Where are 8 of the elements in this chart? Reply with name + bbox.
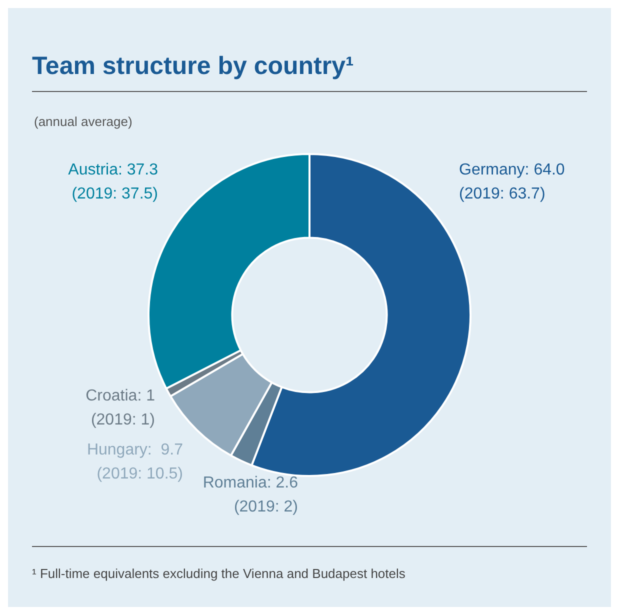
slice-label: Germany: 64.0 (2019: 63.7): [459, 161, 565, 202]
chart-title: Team structure by country¹: [32, 52, 354, 81]
slice-label: Austria: 37.3 (2019: 37.5): [68, 161, 158, 202]
slice-label: Romania: 2.6 (2019: 2): [202, 474, 298, 516]
slice-label: Croatia: 1 (2019: 1): [86, 387, 156, 428]
text: ¹ Full-time equivalents excluding the Vienna and Budapest hotels: [32, 566, 406, 581]
slice-label: Hungary: 9.7 (2019: 10.5): [86, 441, 184, 482]
chart-subtitle: (annual average): [34, 114, 132, 129]
